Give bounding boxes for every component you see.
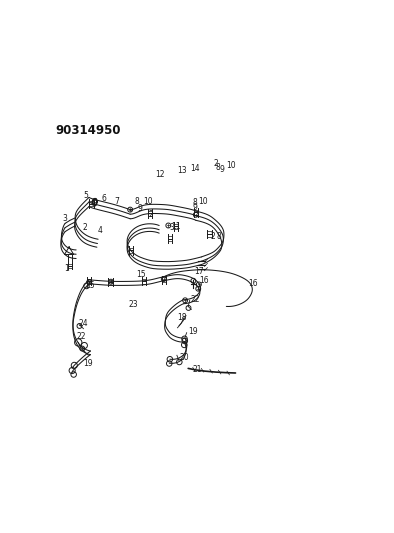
Text: 9: 9 [193, 203, 198, 212]
Text: 8: 8 [216, 163, 220, 172]
Text: 20: 20 [180, 353, 190, 361]
Text: 8: 8 [134, 198, 139, 206]
Text: 11: 11 [171, 222, 180, 231]
Text: 1: 1 [64, 264, 69, 273]
Text: 2: 2 [83, 223, 87, 232]
Text: 19: 19 [84, 359, 93, 368]
Text: 17: 17 [194, 267, 204, 276]
Text: 10: 10 [198, 198, 208, 206]
Text: 13: 13 [177, 166, 186, 175]
Text: 25: 25 [86, 280, 95, 289]
Text: 14: 14 [190, 164, 200, 173]
Text: 16: 16 [248, 279, 258, 288]
Text: 2: 2 [214, 159, 218, 168]
Text: 3: 3 [169, 222, 174, 231]
Text: 23: 23 [128, 300, 138, 309]
Text: 6: 6 [102, 195, 107, 204]
Text: 16: 16 [199, 276, 209, 285]
Text: 9: 9 [137, 204, 142, 213]
Text: 21: 21 [192, 366, 202, 374]
Text: 18: 18 [177, 313, 186, 321]
Text: 15: 15 [136, 270, 146, 279]
Text: 3: 3 [62, 214, 67, 223]
Text: 12: 12 [156, 170, 165, 179]
Text: 24: 24 [78, 319, 88, 328]
Text: 90314950: 90314950 [55, 124, 121, 137]
Text: 4: 4 [97, 226, 102, 235]
Text: 22: 22 [190, 295, 200, 304]
Text: 2: 2 [149, 211, 153, 219]
Text: 10: 10 [143, 197, 153, 206]
Text: 22: 22 [77, 332, 86, 341]
Text: 10: 10 [226, 161, 235, 170]
Text: 8: 8 [217, 232, 221, 241]
Text: 5: 5 [84, 191, 88, 200]
Text: 7: 7 [114, 197, 119, 206]
Text: 9: 9 [219, 165, 225, 174]
Text: 8: 8 [192, 198, 197, 207]
Text: 19: 19 [188, 327, 198, 336]
Text: 2: 2 [210, 232, 215, 241]
